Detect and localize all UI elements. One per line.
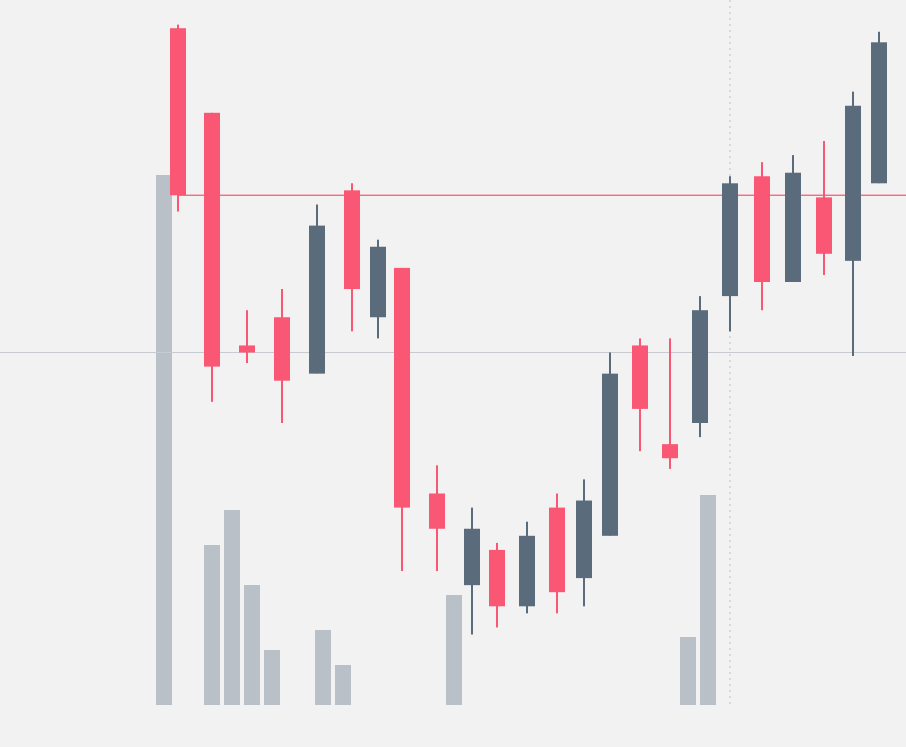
- volume-bar: [156, 175, 172, 705]
- candle-body: [549, 508, 565, 593]
- volume-bar: [315, 630, 331, 705]
- volume-bar: [680, 637, 696, 705]
- candle-body: [845, 106, 861, 261]
- candle-body: [722, 183, 738, 296]
- candle-body: [170, 28, 186, 195]
- candle-body: [239, 345, 255, 352]
- candle-body: [464, 529, 480, 585]
- candle-body: [429, 494, 445, 529]
- candle-body: [204, 113, 220, 367]
- volume-bar: [224, 510, 240, 705]
- candle-body: [816, 197, 832, 253]
- volume-bar: [446, 595, 462, 705]
- candle-body: [309, 226, 325, 374]
- candle-body: [274, 317, 290, 380]
- candle-body: [754, 176, 770, 282]
- volume-bar: [700, 495, 716, 705]
- candle-body: [344, 190, 360, 289]
- candle-body: [871, 42, 887, 183]
- candle-body: [576, 501, 592, 579]
- candle-body: [632, 345, 648, 408]
- volume-bar: [264, 650, 280, 705]
- candle-body: [785, 173, 801, 282]
- chart-svg: [0, 0, 906, 747]
- candle-body: [692, 310, 708, 423]
- volume-bars: [156, 175, 716, 705]
- candles: [170, 25, 887, 635]
- candle-body: [602, 374, 618, 536]
- candle-body: [370, 247, 386, 318]
- volume-bar: [335, 665, 351, 705]
- candle-body: [489, 550, 505, 606]
- candle-body: [394, 268, 410, 508]
- volume-bar: [244, 585, 260, 705]
- candle-body: [662, 444, 678, 458]
- candlestick-chart: [0, 0, 906, 747]
- volume-bar: [204, 545, 220, 705]
- candle-body: [519, 536, 535, 607]
